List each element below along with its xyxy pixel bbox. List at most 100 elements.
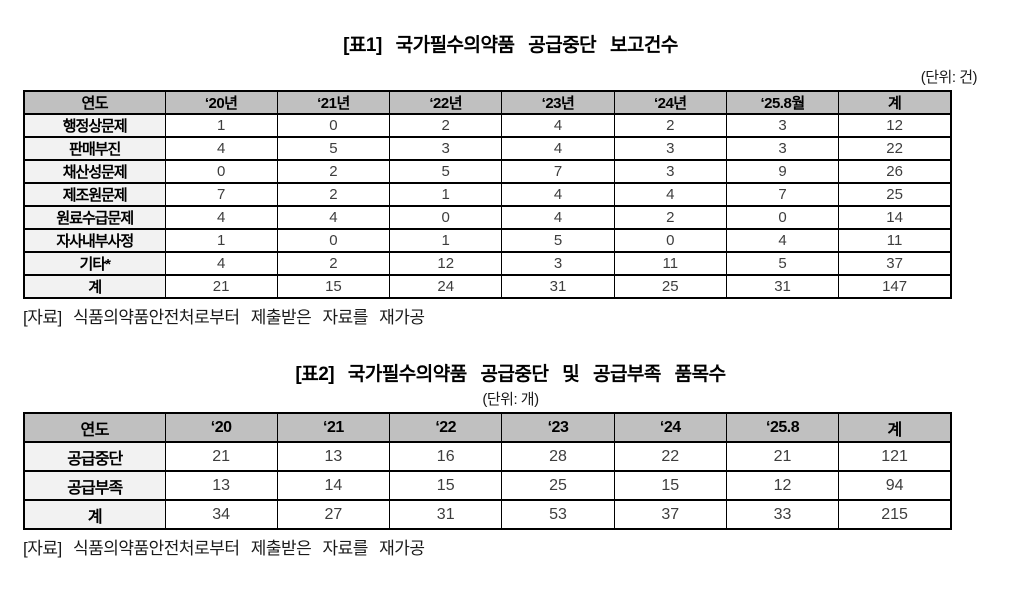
data-cell: 5 [725,251,840,276]
data-cell: 0 [389,205,503,230]
data-cell: 4 [501,136,615,161]
row-label: 제조원문제 [23,182,166,207]
table-row: 공급중단 21 13 16 28 22 21 121 [23,441,952,472]
table-row: 채산성문제 0 2 5 7 3 9 26 [23,159,952,184]
data-cell: 1 [164,228,278,253]
data-cell: 4 [501,182,615,207]
column-header: 계 [838,412,952,443]
data-cell: 7 [725,182,840,207]
data-cell: 2 [276,159,391,184]
data-cell: 3 [613,159,727,184]
table2-supply-shortage-items: 연도 ‘20 ‘21 ‘22 ‘23 ‘24 ‘25.8 계 공급중단 21 13 16 28 22 21… [23,412,952,530]
data-cell: 4 [164,205,278,230]
data-cell: 26 [838,159,952,184]
data-cell: 2 [276,251,391,276]
data-cell: 31 [725,274,840,299]
row-label: 공급중단 [23,441,166,472]
data-cell: 11 [838,228,952,253]
data-cell: 0 [164,159,278,184]
data-cell: 15 [613,470,727,501]
data-cell: 31 [389,499,503,530]
data-cell: 4 [276,205,391,230]
data-cell: 147 [838,274,952,299]
table2-source-note: [자료] 식품의약품안전처로부터 제출받은 자료를 재가공 [23,539,425,558]
table-row: 자사내부사정 1 0 1 5 0 4 11 [23,228,952,253]
data-cell: 11 [613,251,727,276]
column-header: 계 [838,90,952,115]
data-cell: 33 [725,499,840,530]
data-cell: 1 [389,228,503,253]
data-cell: 4 [501,113,615,138]
data-cell: 0 [276,113,391,138]
data-cell: 94 [838,470,952,501]
data-cell: 53 [501,499,615,530]
table2-body: 공급중단 21 13 16 28 22 21 121 공급부족 13 14 15 25 15 12 94 계 34… [23,441,952,530]
data-cell: 25 [838,182,952,207]
table-row: 원료수급문제 4 4 0 4 2 0 14 [23,205,952,230]
data-cell: 25 [501,470,615,501]
data-cell: 37 [613,499,727,530]
row-label: 공급부족 [23,470,166,501]
data-cell: 2 [276,182,391,207]
row-label: 원료수급문제 [23,205,166,230]
data-cell: 7 [164,182,278,207]
data-cell: 25 [613,274,727,299]
table1-source-note: [자료] 식품의약품안전처로부터 제출받은 자료를 재가공 [23,308,425,327]
data-cell: 13 [276,441,391,472]
table-row: 판매부진 4 5 3 4 3 3 22 [23,136,952,161]
data-cell: 22 [838,136,952,161]
data-cell: 14 [276,470,391,501]
row-label: 기타* [23,251,166,276]
table2-header: 연도 ‘20 ‘21 ‘22 ‘23 ‘24 ‘25.8 계 [23,412,952,443]
data-cell: 5 [276,136,391,161]
data-cell: 121 [838,441,952,472]
data-cell: 14 [838,205,952,230]
data-cell: 1 [389,182,503,207]
data-cell: 2 [389,113,503,138]
data-cell: 24 [389,274,503,299]
data-cell: 3 [613,136,727,161]
data-cell: 34 [164,499,278,530]
row-label: 계 [23,274,166,299]
data-cell: 4 [725,228,840,253]
column-header: ‘24 [613,412,727,443]
data-cell: 3 [725,113,840,138]
data-cell: 2 [613,113,727,138]
data-cell: 0 [276,228,391,253]
table-row: 제조원문제 7 2 1 4 4 7 25 [23,182,952,207]
data-cell: 9 [725,159,840,184]
table1-supply-discontinuation-reports: 연도 ‘20년 ‘21년 ‘22년 ‘23년 ‘24년 ‘25.8월 계 행정상문제 1 0 2 4 2… [23,90,952,299]
column-header: ‘21 [276,412,391,443]
row-label: 판매부진 [23,136,166,161]
data-cell: 22 [613,441,727,472]
data-cell: 13 [164,470,278,501]
row-label: 채산성문제 [23,159,166,184]
table-row: 공급부족 13 14 15 25 15 12 94 [23,470,952,501]
table-row: 행정상문제 1 0 2 4 2 3 12 [23,113,952,138]
data-cell: 4 [164,136,278,161]
data-cell: 21 [164,274,278,299]
column-header: ‘22 [389,412,503,443]
data-cell: 3 [389,136,503,161]
data-cell: 0 [613,228,727,253]
data-cell: 21 [725,441,840,472]
column-header: ‘23 [501,412,615,443]
table1-header: 연도 ‘20년 ‘21년 ‘22년 ‘23년 ‘24년 ‘25.8월 계 [23,90,952,115]
data-cell: 21 [164,441,278,472]
data-cell: 15 [389,470,503,501]
header-row: 연도 ‘20 ‘21 ‘22 ‘23 ‘24 ‘25.8 계 [23,412,952,443]
column-header: ‘23년 [501,90,615,115]
table1-body: 행정상문제 1 0 2 4 2 3 12 판매부진 4 5 3 4 3 3 22 채산성문제 0 2 5 7 3 9 26 제조… [23,113,952,299]
data-cell: 0 [725,205,840,230]
data-cell: 2 [613,205,727,230]
data-cell: 5 [389,159,503,184]
header-row: 연도 ‘20년 ‘21년 ‘22년 ‘23년 ‘24년 ‘25.8월 계 [23,90,952,115]
row-label: 자사내부사정 [23,228,166,253]
data-cell: 31 [501,274,615,299]
data-cell: 28 [501,441,615,472]
data-cell: 1 [164,113,278,138]
table2-title: [표2] 국가필수의약품 공급중단 및 공급부족 품목수 [295,364,726,385]
column-header: ‘24년 [613,90,727,115]
column-header: 연도 [23,412,166,443]
